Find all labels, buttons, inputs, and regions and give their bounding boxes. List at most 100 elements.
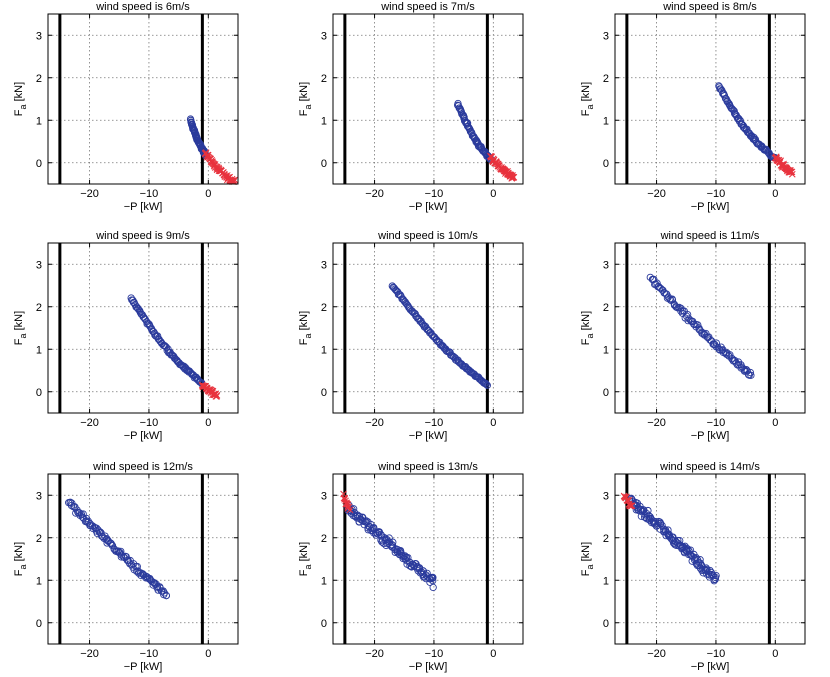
x-tick-label: −10 <box>140 648 159 660</box>
y-tick-label: 0 <box>603 387 609 399</box>
x-axis-label: −P [kW] <box>124 430 163 442</box>
subplot-title: wind speed is 14m/s <box>659 461 760 473</box>
data-point-cross <box>213 392 220 400</box>
x-tick-label: 0 <box>772 188 778 200</box>
y-tick-label: 1 <box>603 115 609 127</box>
x-axis-label: −P [kW] <box>691 430 730 442</box>
data-point-circle <box>389 538 397 546</box>
data-point-circle <box>672 303 680 311</box>
x-tick-label: −10 <box>140 417 159 429</box>
data-point-circle <box>84 517 92 525</box>
data-point-circle <box>711 573 720 582</box>
y-tick-label: 0 <box>321 387 327 399</box>
data-point-circle <box>67 501 76 510</box>
x-tick-label: −20 <box>365 188 384 200</box>
y-axis-label: Fa [kN] <box>13 82 28 116</box>
y-label-sub: a <box>18 564 28 569</box>
subplot-title: wind speed is 12m/s <box>92 461 193 473</box>
data-point-circle <box>383 535 391 544</box>
data-point-circle <box>149 327 158 336</box>
subplot-4: wind speed is 9m/s −20 −10 0 0 1 2 3 −P [kW] Fa [… <box>13 230 239 442</box>
subplot-2: wind speed is 7m/s −20 −10 0 0 1 2 3 −P [kW] Fa [… <box>298 1 524 213</box>
series-blue-circles <box>127 294 206 388</box>
axes-box <box>47 13 239 185</box>
data-point-circle <box>483 381 491 389</box>
data-point-cross <box>231 176 239 184</box>
data-point-circle <box>385 534 393 542</box>
data-point-circle <box>671 537 679 545</box>
axes-box <box>332 473 524 645</box>
y-label-main: F <box>13 338 25 345</box>
axes-box <box>614 242 806 414</box>
subplot-title: wind speed is 8m/s <box>662 1 757 13</box>
y-tick-label: 1 <box>36 575 42 587</box>
y-tick-label: 3 <box>321 30 327 42</box>
x-tick-label: −20 <box>80 648 99 660</box>
y-label-sub: a <box>585 564 595 569</box>
data-point-circle <box>118 551 126 559</box>
y-tick-label: 0 <box>321 158 327 170</box>
data-point-circle <box>646 273 654 281</box>
y-label-sub: a <box>303 564 313 569</box>
data-point-circle <box>404 302 412 310</box>
data-point-circle <box>726 351 734 359</box>
y-label-sub: a <box>585 333 595 338</box>
y-label-main: F <box>13 109 25 116</box>
y-label-main: F <box>298 109 310 116</box>
x-axis-label: −P [kW] <box>409 201 448 213</box>
subplot-title: wind speed is 10m/s <box>377 230 478 242</box>
y-label-sub: a <box>303 333 313 338</box>
data-point-circle <box>162 591 170 600</box>
y-label-main: F <box>580 569 592 576</box>
data-point-circle <box>447 351 456 359</box>
subplot-6: wind speed is 11m/s −20 −10 0 0 1 2 3 −P [kW] Fa … <box>580 230 806 442</box>
x-tick-label: −10 <box>425 417 444 429</box>
data-point-cross <box>788 170 796 178</box>
y-axis-label: Fa [kN] <box>13 542 28 576</box>
y-tick-label: 2 <box>321 73 327 85</box>
subplot-title: wind speed is 7m/s <box>380 1 475 13</box>
y-tick-label: 3 <box>603 30 609 42</box>
y-tick-label: 3 <box>321 490 327 502</box>
series-blue-circles <box>715 82 779 162</box>
data-point-circle <box>370 523 378 532</box>
y-label-sub: a <box>18 333 28 338</box>
y-tick-label: 0 <box>36 387 42 399</box>
y-tick-label: 2 <box>603 73 609 85</box>
y-label-unit: [kN] <box>580 311 592 334</box>
data-point-circle <box>676 536 684 545</box>
x-tick-label: 0 <box>205 188 211 200</box>
subplot-title: wind speed is 6m/s <box>95 1 190 13</box>
data-point-circle <box>373 529 381 538</box>
y-tick-label: 1 <box>603 344 609 356</box>
y-tick-label: 1 <box>36 115 42 127</box>
y-tick-label: 3 <box>321 259 327 271</box>
x-tick-label: −20 <box>647 188 666 200</box>
subplot-title: wind speed is 9m/s <box>95 230 190 242</box>
x-tick-label: −20 <box>647 648 666 660</box>
y-axis-label: Fa [kN] <box>298 311 313 345</box>
x-axis-label: −P [kW] <box>124 661 163 673</box>
y-label-unit: [kN] <box>298 311 310 334</box>
x-tick-label: −20 <box>647 417 666 429</box>
subplot-9: wind speed is 14m/s −20 −10 0 0 1 2 3 −P [kW] Fa … <box>580 461 806 673</box>
subplot-3: wind speed is 8m/s −20 −10 0 0 1 2 3 −P [kW] Fa [… <box>580 1 806 213</box>
series-red-crosses <box>198 381 221 400</box>
x-tick-label: −10 <box>140 188 159 200</box>
y-label-sub: a <box>585 104 595 109</box>
data-point-circle <box>429 573 437 582</box>
data-point-circle <box>108 541 116 549</box>
x-tick-label: −20 <box>80 417 99 429</box>
y-axis-label: Fa [kN] <box>298 542 313 576</box>
subplot-8: wind speed is 13m/s −20 −10 0 0 1 2 3 −P [kW] Fa … <box>298 461 524 673</box>
y-axis-label: Fa [kN] <box>298 82 313 116</box>
y-label-sub: a <box>18 104 28 109</box>
x-tick-label: −10 <box>425 188 444 200</box>
axes-box <box>332 13 524 185</box>
y-label-main: F <box>298 569 310 576</box>
data-point-cross <box>628 502 636 510</box>
subplot-1: wind speed is 6m/s −20 −10 0 0 1 2 3 −P [kW] Fa [… <box>13 1 239 213</box>
x-axis-label: −P [kW] <box>691 661 730 673</box>
y-axis-label: Fa [kN] <box>580 311 595 345</box>
